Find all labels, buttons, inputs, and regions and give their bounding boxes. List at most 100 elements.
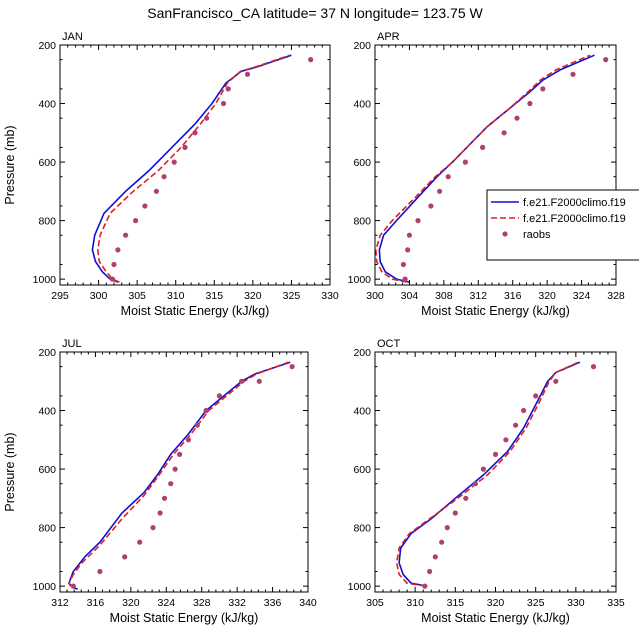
x-tick-label: 316 bbox=[87, 597, 105, 609]
obs-point bbox=[570, 71, 576, 77]
obs-point bbox=[142, 203, 148, 209]
obs-point bbox=[239, 378, 245, 384]
obs-point bbox=[521, 407, 527, 414]
obs-point bbox=[533, 393, 539, 399]
panel-jan: 295 300 305 310 315 320 325 330 200 400 600 800 1000… bbox=[3, 31, 339, 318]
legend-label: raobs bbox=[523, 229, 551, 241]
x-tick-label: 300 bbox=[366, 290, 384, 302]
obs-point bbox=[405, 247, 411, 253]
obs-point bbox=[122, 554, 128, 560]
x-tick-label: 315 bbox=[206, 290, 224, 302]
obs-point bbox=[432, 554, 438, 560]
y-tick-label: 1000 bbox=[33, 581, 57, 593]
obs-point bbox=[603, 57, 609, 63]
panel-apr: 300 304 308 312 316 320 324 328 200 400 600 800 1000… bbox=[348, 31, 625, 318]
figure-title: SanFrancisco_CA latitude= 37 N longitude… bbox=[147, 5, 483, 21]
obs-point bbox=[402, 276, 408, 282]
x-tick-label: 332 bbox=[228, 597, 246, 609]
obs-point bbox=[415, 218, 421, 224]
obs-point bbox=[168, 481, 174, 487]
obs-point bbox=[480, 144, 486, 150]
obs-point bbox=[225, 86, 231, 92]
y-tick-label: 400 bbox=[353, 406, 371, 418]
obs-point bbox=[182, 144, 188, 150]
x-tick-label: 335 bbox=[607, 597, 625, 609]
x-tick-label: 336 bbox=[264, 597, 282, 609]
legend-entry: f.e21.F2000climo.f19 bbox=[491, 197, 626, 209]
series-line-1 bbox=[91, 54, 292, 283]
obs-point bbox=[439, 539, 445, 545]
obs-point bbox=[150, 525, 156, 531]
obs-point bbox=[289, 364, 295, 370]
x-tick-label: 324 bbox=[158, 597, 176, 609]
obs-point bbox=[171, 159, 177, 165]
plot-frame bbox=[59, 44, 331, 286]
legend-label: f.e21.F2000climo.f19 bbox=[523, 213, 626, 225]
obs-point bbox=[308, 57, 314, 63]
x-tick-label: 325 bbox=[527, 597, 545, 609]
y-tick-label: 1000 bbox=[33, 274, 57, 286]
obs-point bbox=[256, 378, 262, 384]
panel-title: APR bbox=[377, 31, 400, 43]
y-tick-label: 200 bbox=[353, 347, 371, 359]
obs-point bbox=[115, 247, 121, 253]
obs-point bbox=[177, 451, 183, 457]
obs-point bbox=[137, 539, 143, 545]
x-axis-label: Moist Static Energy (kJ/kg) bbox=[110, 611, 259, 625]
legend: f.e21.F2000climo.f19 f.e21.F2000climo.f19… bbox=[486, 189, 639, 261]
series-line-1 bbox=[378, 54, 595, 283]
obs-point bbox=[452, 510, 458, 516]
panel-jul: 312 316 320 324 328 332 336 340 200 400 600 800 1000… bbox=[3, 338, 317, 625]
obs-point bbox=[123, 232, 129, 238]
y-tick-label: 200 bbox=[38, 347, 56, 359]
y-axis-label: Pressure (mb) bbox=[3, 125, 17, 204]
obs-point bbox=[514, 115, 520, 121]
obs-point bbox=[400, 261, 406, 268]
obs-point bbox=[513, 422, 519, 428]
plot-frame bbox=[59, 351, 309, 593]
obs-point bbox=[472, 481, 478, 487]
series-line-2 bbox=[67, 361, 289, 587]
x-tick-label: 312 bbox=[51, 597, 69, 609]
y-tick-label: 600 bbox=[38, 464, 56, 476]
legend-marker bbox=[502, 231, 508, 237]
plot-frame bbox=[374, 351, 617, 593]
x-tick-label: 324 bbox=[573, 290, 591, 302]
obs-point bbox=[185, 437, 191, 443]
series-line-1 bbox=[398, 361, 581, 587]
series-line-1 bbox=[67, 361, 291, 590]
obs-point bbox=[216, 393, 222, 399]
y-tick-label: 400 bbox=[38, 99, 56, 111]
obs-point bbox=[157, 510, 163, 516]
obs-point bbox=[463, 495, 469, 501]
obs-point bbox=[133, 218, 139, 224]
y-axis-label: Pressure (mb) bbox=[3, 432, 17, 511]
y-tick-label: 600 bbox=[353, 464, 371, 476]
obs-point bbox=[203, 407, 209, 414]
x-axis-label: Moist Static Energy (kJ/kg) bbox=[421, 611, 570, 625]
obs-point bbox=[161, 174, 167, 180]
x-tick-label: 328 bbox=[193, 597, 211, 609]
series-line-2 bbox=[395, 361, 579, 587]
x-tick-label: 328 bbox=[607, 290, 625, 302]
legend-label: f.e21.F2000climo.f19 bbox=[523, 197, 626, 209]
x-tick-label: 340 bbox=[299, 597, 317, 609]
x-tick-label: 304 bbox=[401, 290, 419, 302]
y-tick-label: 600 bbox=[353, 157, 371, 169]
x-tick-label: 325 bbox=[283, 290, 301, 302]
obs-point bbox=[444, 525, 450, 531]
y-tick-label: 1000 bbox=[348, 581, 372, 593]
y-tick-label: 600 bbox=[38, 157, 56, 169]
obs-point bbox=[244, 71, 251, 77]
y-tick-label: 800 bbox=[38, 216, 56, 228]
obs-point bbox=[192, 130, 198, 136]
obs-point bbox=[172, 466, 178, 472]
x-axis-label: Moist Static Energy (kJ/kg) bbox=[421, 304, 570, 318]
y-tick-label: 400 bbox=[353, 99, 371, 111]
panels: 295 300 305 310 315 320 325 330 200 400 600 800 1000… bbox=[3, 31, 625, 625]
panel-title: JAN bbox=[62, 31, 83, 43]
x-tick-label: 312 bbox=[470, 290, 488, 302]
y-tick-label: 800 bbox=[353, 216, 371, 228]
obs-point bbox=[553, 378, 559, 384]
